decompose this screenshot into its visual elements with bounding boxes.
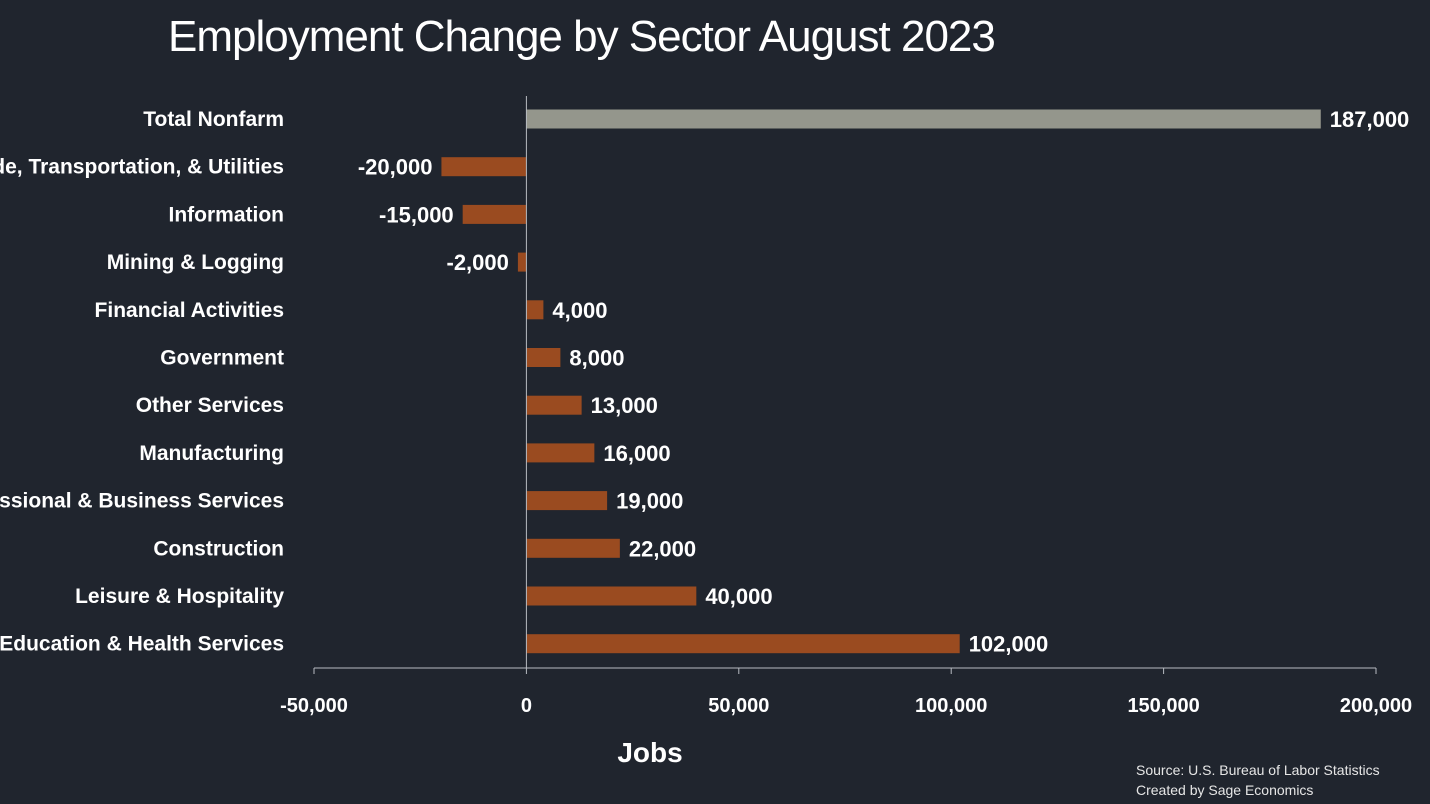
labels-layer: Total Nonfarm 187,000 Trade, Transportatio… — [0, 107, 1409, 657]
value-label: -2,000 — [447, 250, 509, 275]
axis-layer: -50,000 0 50,000 100,000 150,000 200,000 — [280, 96, 1412, 717]
category-label: Education & Health Services — [0, 633, 284, 656]
category-label: Other Services — [136, 394, 284, 417]
category-label: Financial Activities — [95, 299, 284, 322]
bar — [526, 634, 960, 654]
bar — [526, 586, 697, 606]
value-label: 8,000 — [569, 346, 624, 371]
bar — [526, 348, 561, 367]
bar — [462, 204, 527, 224]
category-label: Information — [169, 203, 285, 226]
category-label: Leisure & Hospitality — [75, 585, 284, 608]
category-label: Mining & Logging — [107, 251, 284, 274]
value-label: 102,000 — [969, 632, 1049, 657]
bar — [441, 157, 527, 177]
bar — [526, 491, 608, 511]
bar — [526, 300, 544, 320]
bar — [526, 443, 595, 463]
category-label: Manufacturing — [139, 442, 284, 465]
category-label: Trade, Transportation, & Utilities — [0, 156, 284, 179]
x-axis-title: Jobs — [617, 737, 682, 768]
value-label: 13,000 — [591, 393, 658, 418]
x-tick-label: -50,000 — [280, 695, 348, 717]
source-note: Source: U.S. Bureau of Labor Statistics … — [1136, 760, 1380, 800]
credit-line: Created by Sage Economics — [1136, 782, 1314, 798]
value-label: -15,000 — [379, 202, 454, 227]
bar — [526, 538, 620, 558]
x-tick-label: 200,000 — [1340, 695, 1412, 717]
x-tick-label: 0 — [521, 695, 532, 717]
value-label: 22,000 — [629, 536, 696, 561]
category-label: Construction — [153, 537, 284, 560]
value-label: -20,000 — [358, 155, 433, 180]
value-label: 16,000 — [603, 441, 670, 466]
category-label: Total Nonfarm — [143, 108, 284, 131]
category-label: Government — [160, 347, 284, 370]
x-tick-label: 100,000 — [915, 695, 987, 717]
bars-layer — [441, 109, 1321, 654]
value-label: 40,000 — [705, 584, 772, 609]
bar — [526, 395, 582, 415]
bar — [526, 109, 1321, 129]
category-label: Professional & Business Services — [0, 490, 284, 513]
x-tick-label: 50,000 — [708, 695, 769, 717]
source-line: Source: U.S. Bureau of Labor Statistics — [1136, 762, 1380, 778]
x-tick-label: 150,000 — [1127, 695, 1199, 717]
value-label: 19,000 — [616, 489, 683, 514]
bar — [517, 252, 527, 272]
value-label: 187,000 — [1330, 107, 1410, 132]
value-label: 4,000 — [552, 298, 607, 323]
chart-title: Employment Change by Sector August 2023 — [168, 12, 996, 61]
